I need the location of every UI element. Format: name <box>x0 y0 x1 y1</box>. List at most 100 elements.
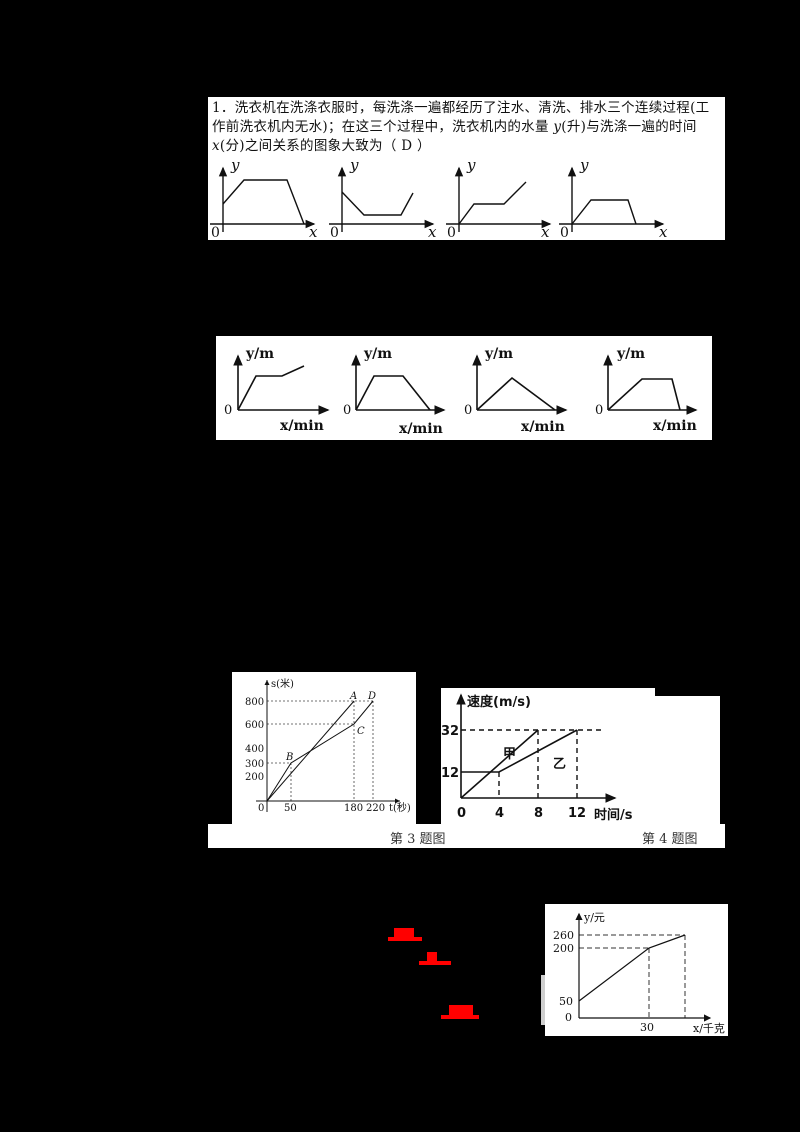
question-1-line-3: x(分)之间关系的图象大致为（ D ） <box>212 137 724 156</box>
q1a-x-label: x <box>309 223 318 240</box>
figure-4-x-label: 时间/s <box>594 807 633 823</box>
figure-3-line-oa <box>266 700 355 802</box>
q2-1-origin: 0 <box>224 403 232 418</box>
figure-3-ytick-400: 400 <box>245 744 264 755</box>
figure-3-point-a: A <box>349 691 357 702</box>
question-1-line-1: 1．洗衣机在洗涤衣服时，每洗涤一遍都经历了注水、清洗、排水三个连续过程(工 <box>212 100 710 116</box>
q2-1-y-label: y/m <box>245 346 274 362</box>
q1-graph-a <box>210 166 316 232</box>
q2-4-origin: 0 <box>595 403 603 418</box>
q2-graph-1 <box>233 354 330 415</box>
figure-caption-strip: 第 3 题图 第 4 题图 <box>208 824 725 848</box>
figure-5-chart: y/元 260 200 50 0 30 x/千克 <box>553 911 725 1035</box>
q1-var-y: y <box>553 119 562 135</box>
q1c-y-label: y <box>466 156 476 174</box>
q1-line2-part-b: (升)与洗涤一遍的时间 <box>561 119 697 135</box>
q2-graph-4 <box>603 354 698 415</box>
q2-4-x-label: x/min <box>653 418 697 434</box>
figure-4-ytick-32: 32 <box>441 724 459 739</box>
figure-5-line <box>578 934 686 1002</box>
figure-5-ytick-0: 0 <box>565 1011 572 1024</box>
figure-3-y-label: s(米) <box>271 677 294 690</box>
figure-4-caption: 第 4 题图 <box>642 832 698 847</box>
figure-3-xtick-50: 50 <box>284 803 297 814</box>
figure-3-ytick-600: 600 <box>245 720 264 731</box>
figure-5-ytick-200: 200 <box>553 942 574 955</box>
figure-3-x-label: t(秒) <box>389 801 411 814</box>
figure-4-line-jia <box>460 729 539 799</box>
q2-1-x-label: x/min <box>280 418 324 434</box>
q1d-x-label: x <box>659 223 668 240</box>
q1-line2-part-a: 作前洗衣机内无水)；在这三个过程中，洗衣机内的水量 <box>212 119 554 135</box>
q1c-origin: 0 <box>447 225 456 240</box>
q2-2-x-label: x/min <box>399 421 443 437</box>
figure-4-line-yi <box>461 729 578 773</box>
figure-4-xtick-4: 4 <box>495 806 504 821</box>
figure-4-xtick-12: 12 <box>568 806 586 821</box>
q1-graph-d <box>559 166 665 232</box>
figure-3-point-d: D <box>367 691 376 702</box>
figure-4-panel: 速度(m/s) 32 12 0 4 8 12 时间/s 甲 乙 <box>441 693 720 824</box>
q2-graph-2 <box>351 354 446 415</box>
redaction-marker-3 <box>441 1005 479 1021</box>
figure-3-panel: s(米) 800 600 400 300 200 0 50 180 220 t(… <box>232 672 416 824</box>
figure-5-panel: y/元 260 200 50 0 30 x/千克 <box>545 904 728 1036</box>
figure-3-chart: s(米) 800 600 400 300 200 0 50 180 220 t(… <box>245 677 411 814</box>
q1b-origin: 0 <box>330 225 339 240</box>
figure-5-x-label: x/千克 <box>693 1022 725 1035</box>
q2-3-x-label: x/min <box>521 419 565 435</box>
figure-3-xtick-0: 0 <box>258 803 264 814</box>
question-1-graphs: y y y y x x x x 0 0 0 0 <box>210 156 668 240</box>
figure-3-ytick-300: 300 <box>245 759 264 770</box>
figure-5-guides <box>579 934 686 1018</box>
q2-2-origin: 0 <box>343 403 351 418</box>
figure-3-caption: 第 3 题图 <box>390 832 446 847</box>
question-1-line-2: 作前洗衣机内无水)；在这三个过程中，洗衣机内的水量 y(升)与洗涤一遍的时间 <box>212 118 724 137</box>
q1-var-x: x <box>212 138 220 154</box>
q2-3-y-label: y/m <box>484 346 513 362</box>
q1-graph-c <box>446 166 552 232</box>
q1c-x-label: x <box>541 223 550 240</box>
figure-4-xtick-8: 8 <box>534 806 543 821</box>
q2-3-origin: 0 <box>464 403 472 418</box>
q1d-y-label: y <box>579 156 589 174</box>
question-1-panel: 1．洗衣机在洗涤衣服时，每洗涤一遍都经历了注水、清洗、排水三个连续过程(工 作前… <box>208 97 725 240</box>
q1b-y-label: y <box>349 156 359 174</box>
figure-4-chart: 速度(m/s) 32 12 0 4 8 12 时间/s 甲 乙 <box>441 693 633 823</box>
figure-4-guides <box>461 729 603 798</box>
q1-graph-b <box>329 166 435 232</box>
figure-4-y-label: 速度(m/s) <box>467 694 531 710</box>
q2-graph-3 <box>472 354 568 415</box>
question-2-graphs: y/m y/m y/m y/m x/min x/min x/min x/min … <box>224 346 698 437</box>
figure-4-ytick-12: 12 <box>441 766 459 781</box>
q1d-origin: 0 <box>560 225 569 240</box>
figure-4-label-yi: 乙 <box>553 757 566 772</box>
figure-5-ytick-50: 50 <box>559 995 573 1008</box>
figure-5-ytick-260: 260 <box>553 929 574 942</box>
figure-3-ytick-800: 800 <box>245 697 264 708</box>
question-2-panel: y/m y/m y/m y/m x/min x/min x/min x/min … <box>216 336 712 440</box>
q1a-y-label: y <box>230 156 240 174</box>
figure-3-xtick-220: 220 <box>366 803 385 814</box>
figure-3-ytick-200: 200 <box>245 772 264 783</box>
q1-line3-part-b: ） <box>412 138 431 154</box>
q1-line3-part-a: (分)之间关系的图象大致为（ <box>219 138 402 154</box>
figure-4-panel-top <box>441 688 655 698</box>
figure-5-y-label: y/元 <box>583 911 605 924</box>
question-1-text: 1．洗衣机在洗涤衣服时，每洗涤一遍都经历了注水、清洗、排水三个连续过程(工 作前… <box>212 99 724 156</box>
q1-answer: D <box>401 138 413 154</box>
figure-3-point-c: C <box>357 726 365 737</box>
figure-3-xtick-180: 180 <box>344 803 363 814</box>
figure-3-point-b: B <box>285 752 293 763</box>
redaction-marker-2 <box>419 952 451 966</box>
q1b-x-label: x <box>428 223 437 240</box>
figure-3-guides <box>267 700 374 801</box>
figure-4-label-jia: 甲 <box>503 747 516 762</box>
figure-5-xtick-30: 30 <box>640 1021 654 1034</box>
redaction-marker-1 <box>388 928 422 942</box>
q2-4-y-label: y/m <box>616 346 645 362</box>
q2-2-y-label: y/m <box>363 346 392 362</box>
figure-4-xtick-0: 0 <box>457 806 466 821</box>
figure-3-line-obcd <box>266 700 374 802</box>
q1a-origin: 0 <box>211 225 220 240</box>
